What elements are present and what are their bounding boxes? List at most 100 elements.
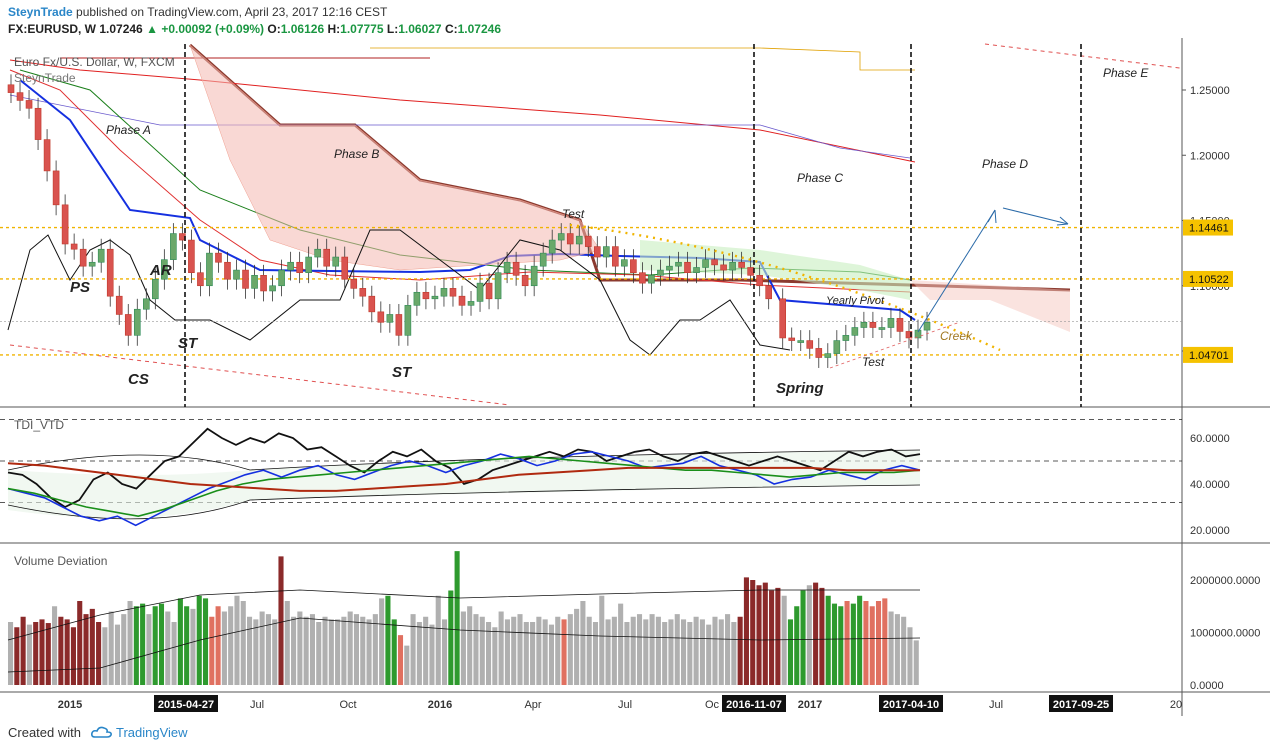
volume-bar-high-down bbox=[756, 585, 762, 685]
volume-bar bbox=[718, 619, 724, 685]
volume-bar-high-up bbox=[857, 595, 863, 685]
candle-up bbox=[603, 246, 610, 258]
annotation-label: Test bbox=[562, 207, 585, 221]
volume-bar-high-up bbox=[391, 619, 397, 685]
volume-pane[interactable] bbox=[7, 551, 921, 685]
volume-bar bbox=[404, 645, 410, 685]
time-tick-label: Apr bbox=[524, 699, 541, 711]
candle-down bbox=[323, 248, 331, 267]
time-tick-label: Jul bbox=[618, 699, 632, 711]
volume-bar bbox=[806, 585, 812, 685]
candle-up bbox=[539, 252, 547, 267]
candle-up bbox=[503, 261, 511, 274]
candle-down bbox=[260, 275, 267, 292]
candle-down bbox=[25, 100, 33, 109]
candle-down bbox=[639, 272, 646, 284]
instrument-legend: Euro Fx/U.S. Dollar, W, FXCM bbox=[14, 55, 175, 69]
candle-down bbox=[765, 285, 772, 300]
volume-bar bbox=[605, 619, 611, 685]
high-label: H: bbox=[327, 22, 341, 36]
volume-bar bbox=[102, 627, 108, 685]
price-level-badge bbox=[1183, 270, 1233, 287]
volume-bar bbox=[353, 614, 360, 685]
volume-bar bbox=[328, 619, 334, 685]
volume-bar-high-up bbox=[454, 551, 460, 685]
ohlc-line: FX:EURUSD, W 1.07246 ▲ +0.00092 (+0.09%)… bbox=[8, 22, 501, 36]
tradingview-logo[interactable]: TradingView bbox=[116, 725, 188, 740]
volume-bar bbox=[649, 614, 655, 685]
volume-bar bbox=[643, 619, 649, 685]
chart-area[interactable]: Phase A Phase B Phase C Phase D Phase E PS AR S… bbox=[0, 38, 1270, 716]
candle-up bbox=[530, 265, 538, 287]
tdi-tick-label: 20.0000 bbox=[1190, 525, 1230, 537]
candle-down bbox=[61, 204, 69, 245]
volume-bar-high-down bbox=[64, 619, 70, 685]
candle-down bbox=[738, 261, 745, 268]
volume-bar bbox=[498, 611, 504, 685]
price-pane[interactable] bbox=[0, 43, 1182, 406]
volume-bar bbox=[297, 611, 303, 685]
volume-bar-above-avg bbox=[561, 619, 567, 685]
candle-down bbox=[512, 261, 520, 276]
tdi-pane[interactable] bbox=[0, 419, 1182, 527]
footer: Created with TradingView bbox=[0, 716, 1270, 749]
volume-average-line bbox=[7, 617, 921, 673]
volume-bar-high-up bbox=[385, 595, 391, 685]
volume-bar-high-down bbox=[20, 616, 26, 685]
volume-bar bbox=[108, 611, 114, 685]
low-label: L: bbox=[386, 22, 399, 36]
time-tick-label: Oct bbox=[339, 699, 356, 711]
volume-bar-high-down bbox=[762, 582, 768, 685]
candle-down bbox=[341, 256, 349, 280]
indicator-line-3 bbox=[9, 94, 911, 159]
candle-up bbox=[143, 298, 150, 310]
volume-bar bbox=[284, 601, 290, 685]
volume-bar bbox=[429, 624, 435, 685]
open-label: O: bbox=[267, 22, 281, 36]
candle-up bbox=[332, 256, 340, 267]
candle-down bbox=[422, 291, 430, 300]
annotation-label: Spring bbox=[776, 380, 824, 397]
candle-down bbox=[584, 235, 592, 247]
volume-bar bbox=[190, 608, 196, 685]
annotation-label: Yearly Pivot bbox=[826, 295, 885, 307]
candle-down bbox=[684, 261, 691, 274]
time-marker-badge-label: 2016-11-07 bbox=[726, 699, 782, 711]
volume-bar bbox=[460, 611, 466, 685]
candle-down bbox=[34, 107, 42, 140]
volume-bar-high-up bbox=[152, 606, 158, 685]
price-scale[interactable]: 1.250001.200001.150001.100001.050001.144… bbox=[1182, 85, 1260, 692]
price-level-badge-label: 1.14461 bbox=[1189, 223, 1229, 235]
candle-down bbox=[485, 282, 493, 300]
volume-bar-above-avg bbox=[844, 601, 850, 685]
cloud-bullish bbox=[640, 240, 910, 300]
indicator-line-2 bbox=[9, 59, 916, 163]
volume-bar bbox=[335, 619, 341, 685]
volume-bar bbox=[146, 614, 152, 685]
volume-bar bbox=[693, 616, 699, 685]
volume-bar-above-avg bbox=[863, 601, 869, 685]
candle-down bbox=[630, 259, 637, 273]
time-tick-label: 2017 bbox=[798, 699, 822, 711]
volume-bar-high-down bbox=[33, 622, 39, 685]
annotation-label: PS bbox=[70, 279, 90, 296]
volume-bar bbox=[360, 616, 366, 685]
time-tick-label: 2015 bbox=[58, 699, 82, 711]
volume-bar-high-up bbox=[825, 595, 831, 685]
volume-bar bbox=[127, 601, 133, 685]
candle-up bbox=[404, 305, 412, 336]
candle-up bbox=[657, 269, 664, 276]
candle-up bbox=[314, 248, 321, 258]
candle-up bbox=[170, 233, 177, 260]
volume-bar-above-avg bbox=[875, 601, 882, 685]
author-name[interactable]: SteynTrade bbox=[8, 5, 73, 19]
candle-up bbox=[887, 318, 895, 328]
volume-bar bbox=[574, 608, 580, 685]
volume-bar-high-down bbox=[45, 623, 51, 685]
volume-bar-high-up bbox=[140, 603, 146, 685]
time-scale[interactable]: 2015 2015-04-27 Jul Oct 2016 Apr Jul Oc 2016-11-… bbox=[58, 695, 1182, 712]
annotation-label: Phase D bbox=[982, 157, 1028, 171]
volume-bar-high-up bbox=[838, 606, 844, 685]
volume-bar bbox=[731, 622, 737, 685]
price-change: +0.00092 (+0.09%) bbox=[161, 22, 265, 36]
